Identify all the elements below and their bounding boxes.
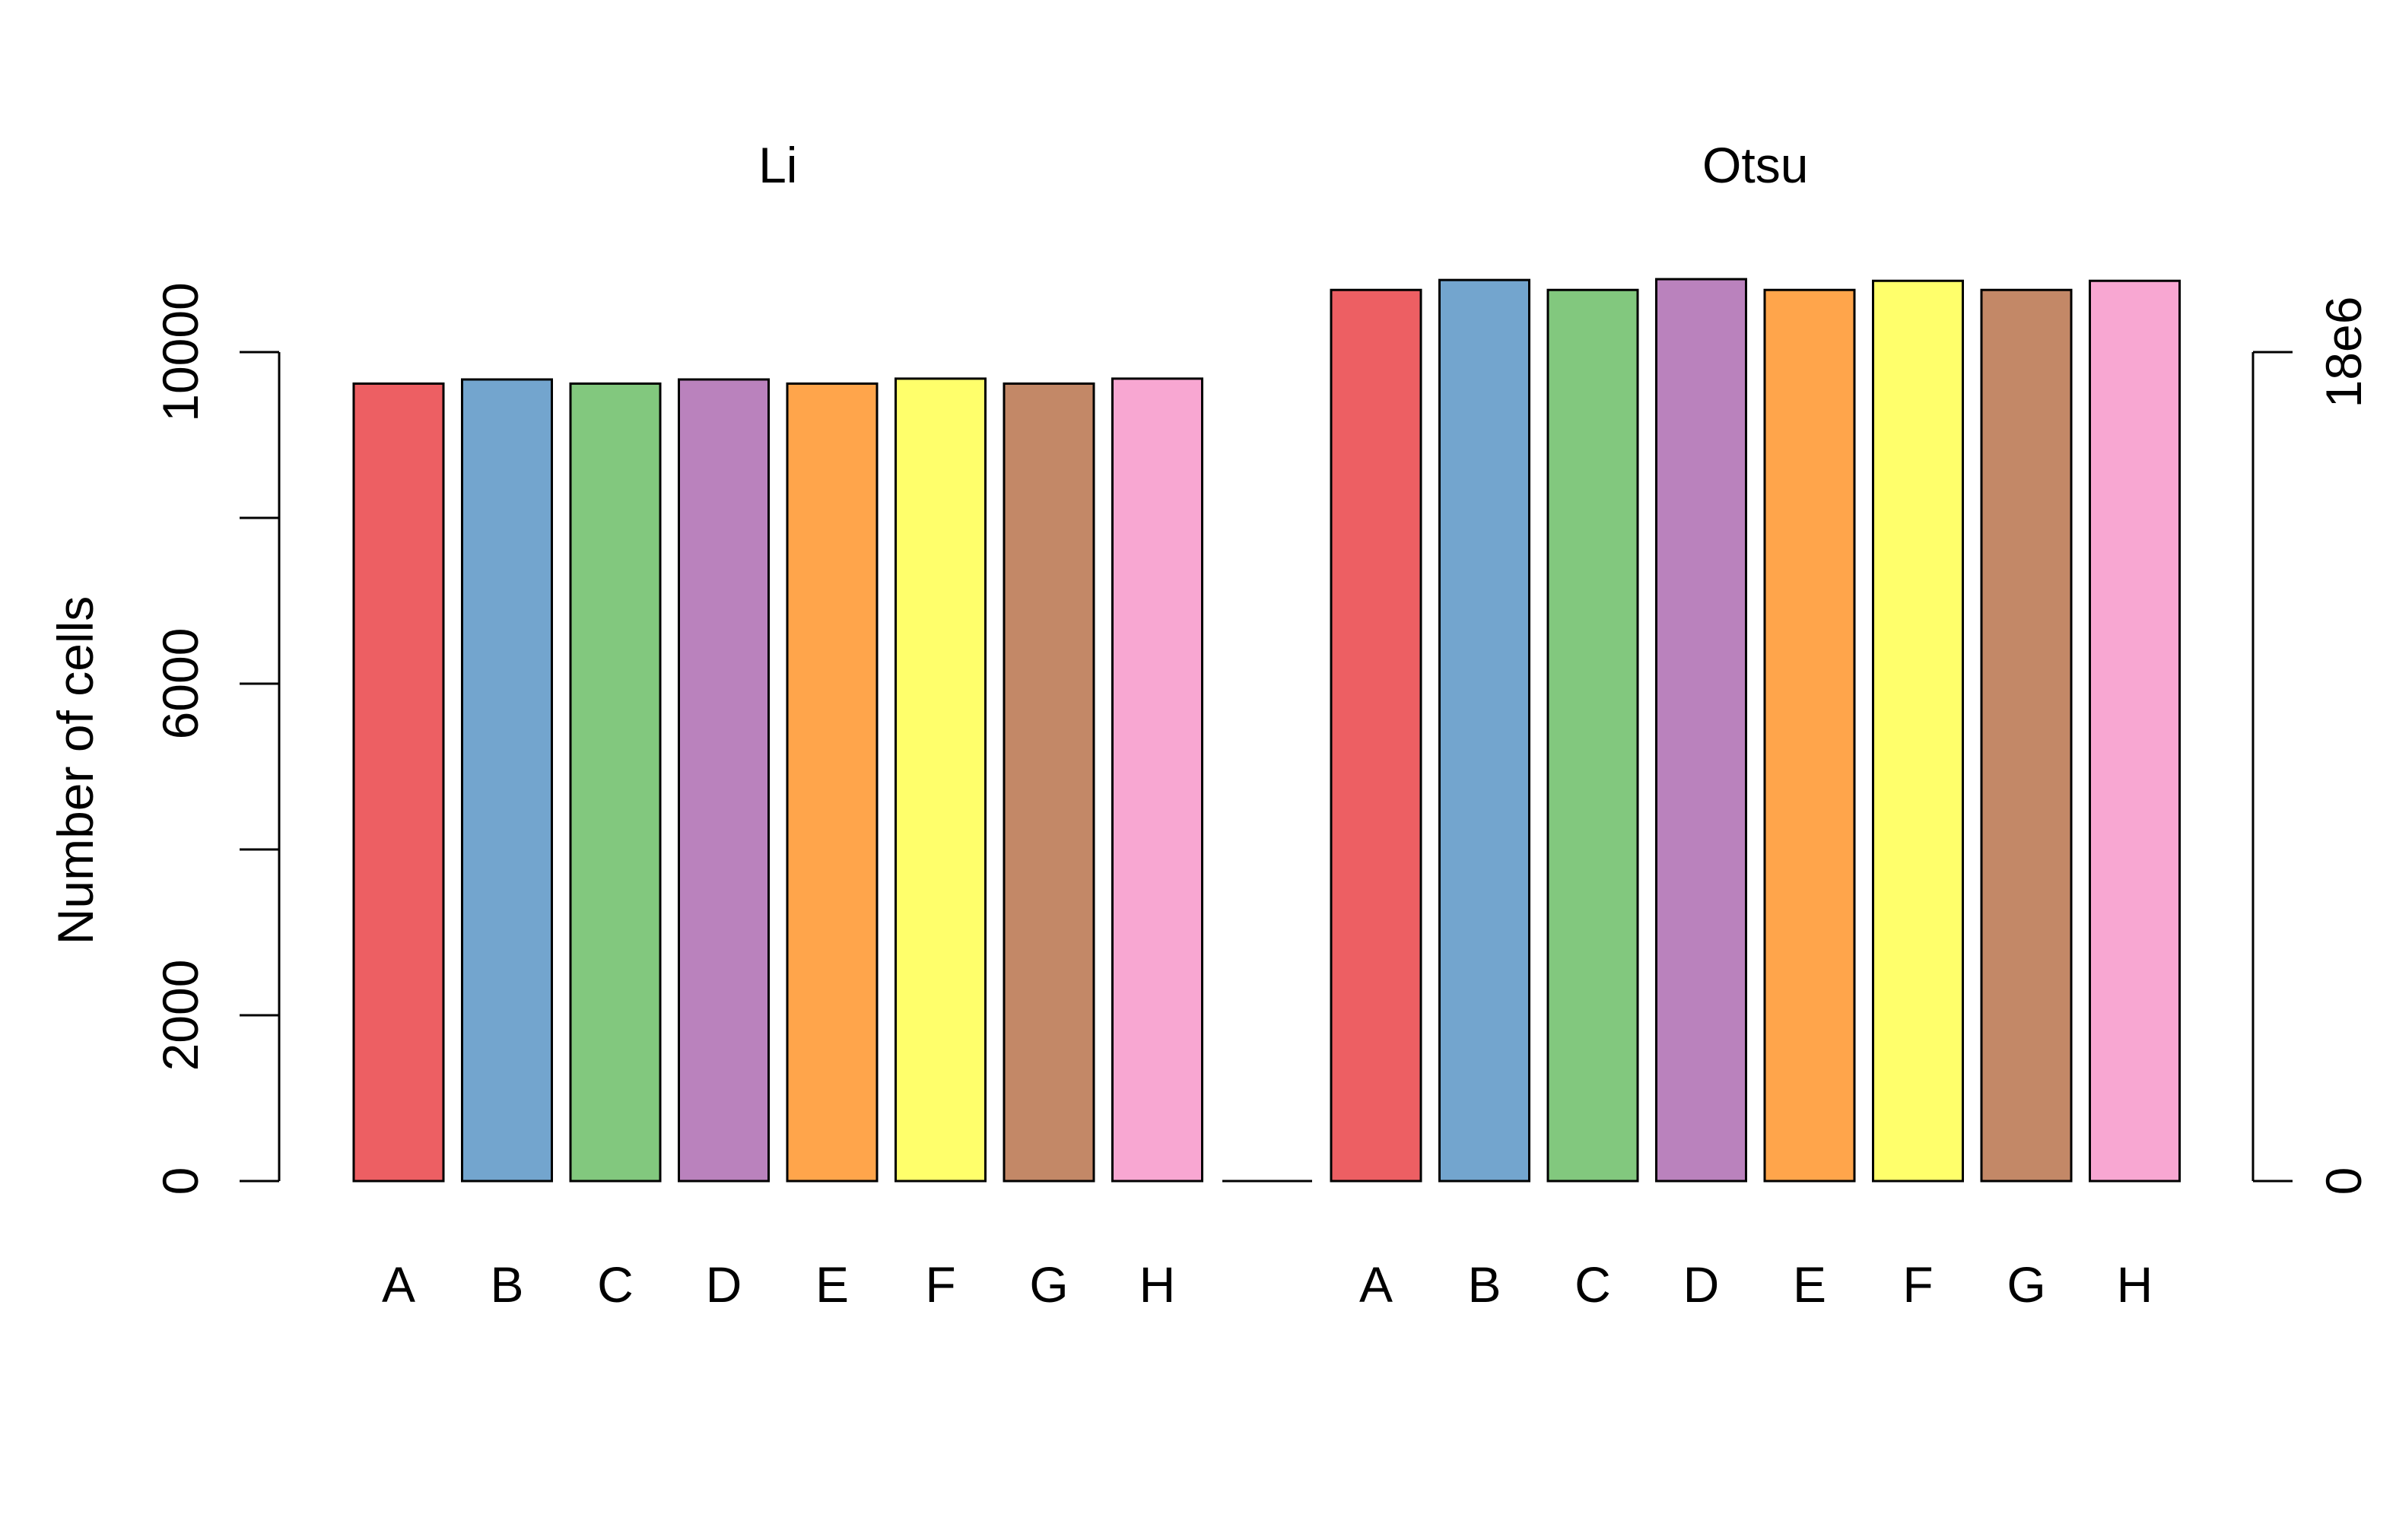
category-label: A — [382, 1256, 415, 1313]
bar-li-g — [1003, 382, 1095, 1183]
right-tick-label: 18e6 — [2315, 297, 2372, 408]
bar-li-d — [678, 378, 770, 1183]
bar-otsu-g — [1980, 288, 2073, 1183]
right-tick-label: 0 — [2315, 1167, 2372, 1195]
bar-li-c — [569, 382, 662, 1183]
group-title: Otsu — [1702, 137, 1808, 193]
y-tick-label: 10000 — [152, 282, 208, 422]
bar-groups: Li A B C D E F G H Otsu A B C D E F G H — [352, 137, 2181, 1313]
category-label: H — [1139, 1256, 1176, 1313]
bar-otsu-h — [2089, 279, 2181, 1183]
category-label: A — [1359, 1256, 1393, 1313]
bar-li-f — [895, 377, 987, 1183]
bar-group-li: Li A B C D E F G H — [352, 137, 1203, 1313]
category-label: E — [1793, 1256, 1826, 1313]
y-tick-label: 0 — [152, 1167, 208, 1195]
category-label: B — [1467, 1256, 1501, 1313]
category-label: H — [2117, 1256, 2153, 1313]
category-label: F — [1902, 1256, 1933, 1313]
bar-otsu-a — [1330, 288, 1422, 1183]
category-label: D — [706, 1256, 742, 1313]
bar-li-h — [1111, 377, 1203, 1183]
category-label: G — [1029, 1256, 1068, 1313]
y-tick-label: 6000 — [152, 628, 208, 740]
category-label: C — [1575, 1256, 1611, 1313]
right-y-axis: 0 18e6 — [2251, 297, 2372, 1195]
bar-otsu-d — [1655, 278, 1747, 1183]
bar-otsu-f — [1872, 279, 1964, 1183]
bar-otsu-b — [1438, 278, 1530, 1183]
y-axis-label: Number of cells — [47, 596, 103, 945]
bar-group-otsu: Otsu A B C D E F G H — [1330, 137, 2181, 1313]
group-title: Li — [758, 137, 797, 193]
bar-otsu-e — [1763, 288, 1856, 1183]
category-label: B — [490, 1256, 523, 1313]
left-y-axis: 0 2000 6000 10000 — [152, 282, 281, 1195]
category-label: F — [925, 1256, 955, 1313]
bar-li-b — [461, 378, 553, 1183]
category-label: G — [2007, 1256, 2045, 1313]
bar-otsu-c — [1546, 288, 1639, 1183]
bar-li-e — [786, 382, 879, 1183]
category-label: D — [1683, 1256, 1720, 1313]
y-tick-label: 2000 — [152, 960, 208, 1072]
bar-li-a — [352, 382, 445, 1183]
category-label: C — [597, 1256, 634, 1313]
category-label: E — [815, 1256, 849, 1313]
